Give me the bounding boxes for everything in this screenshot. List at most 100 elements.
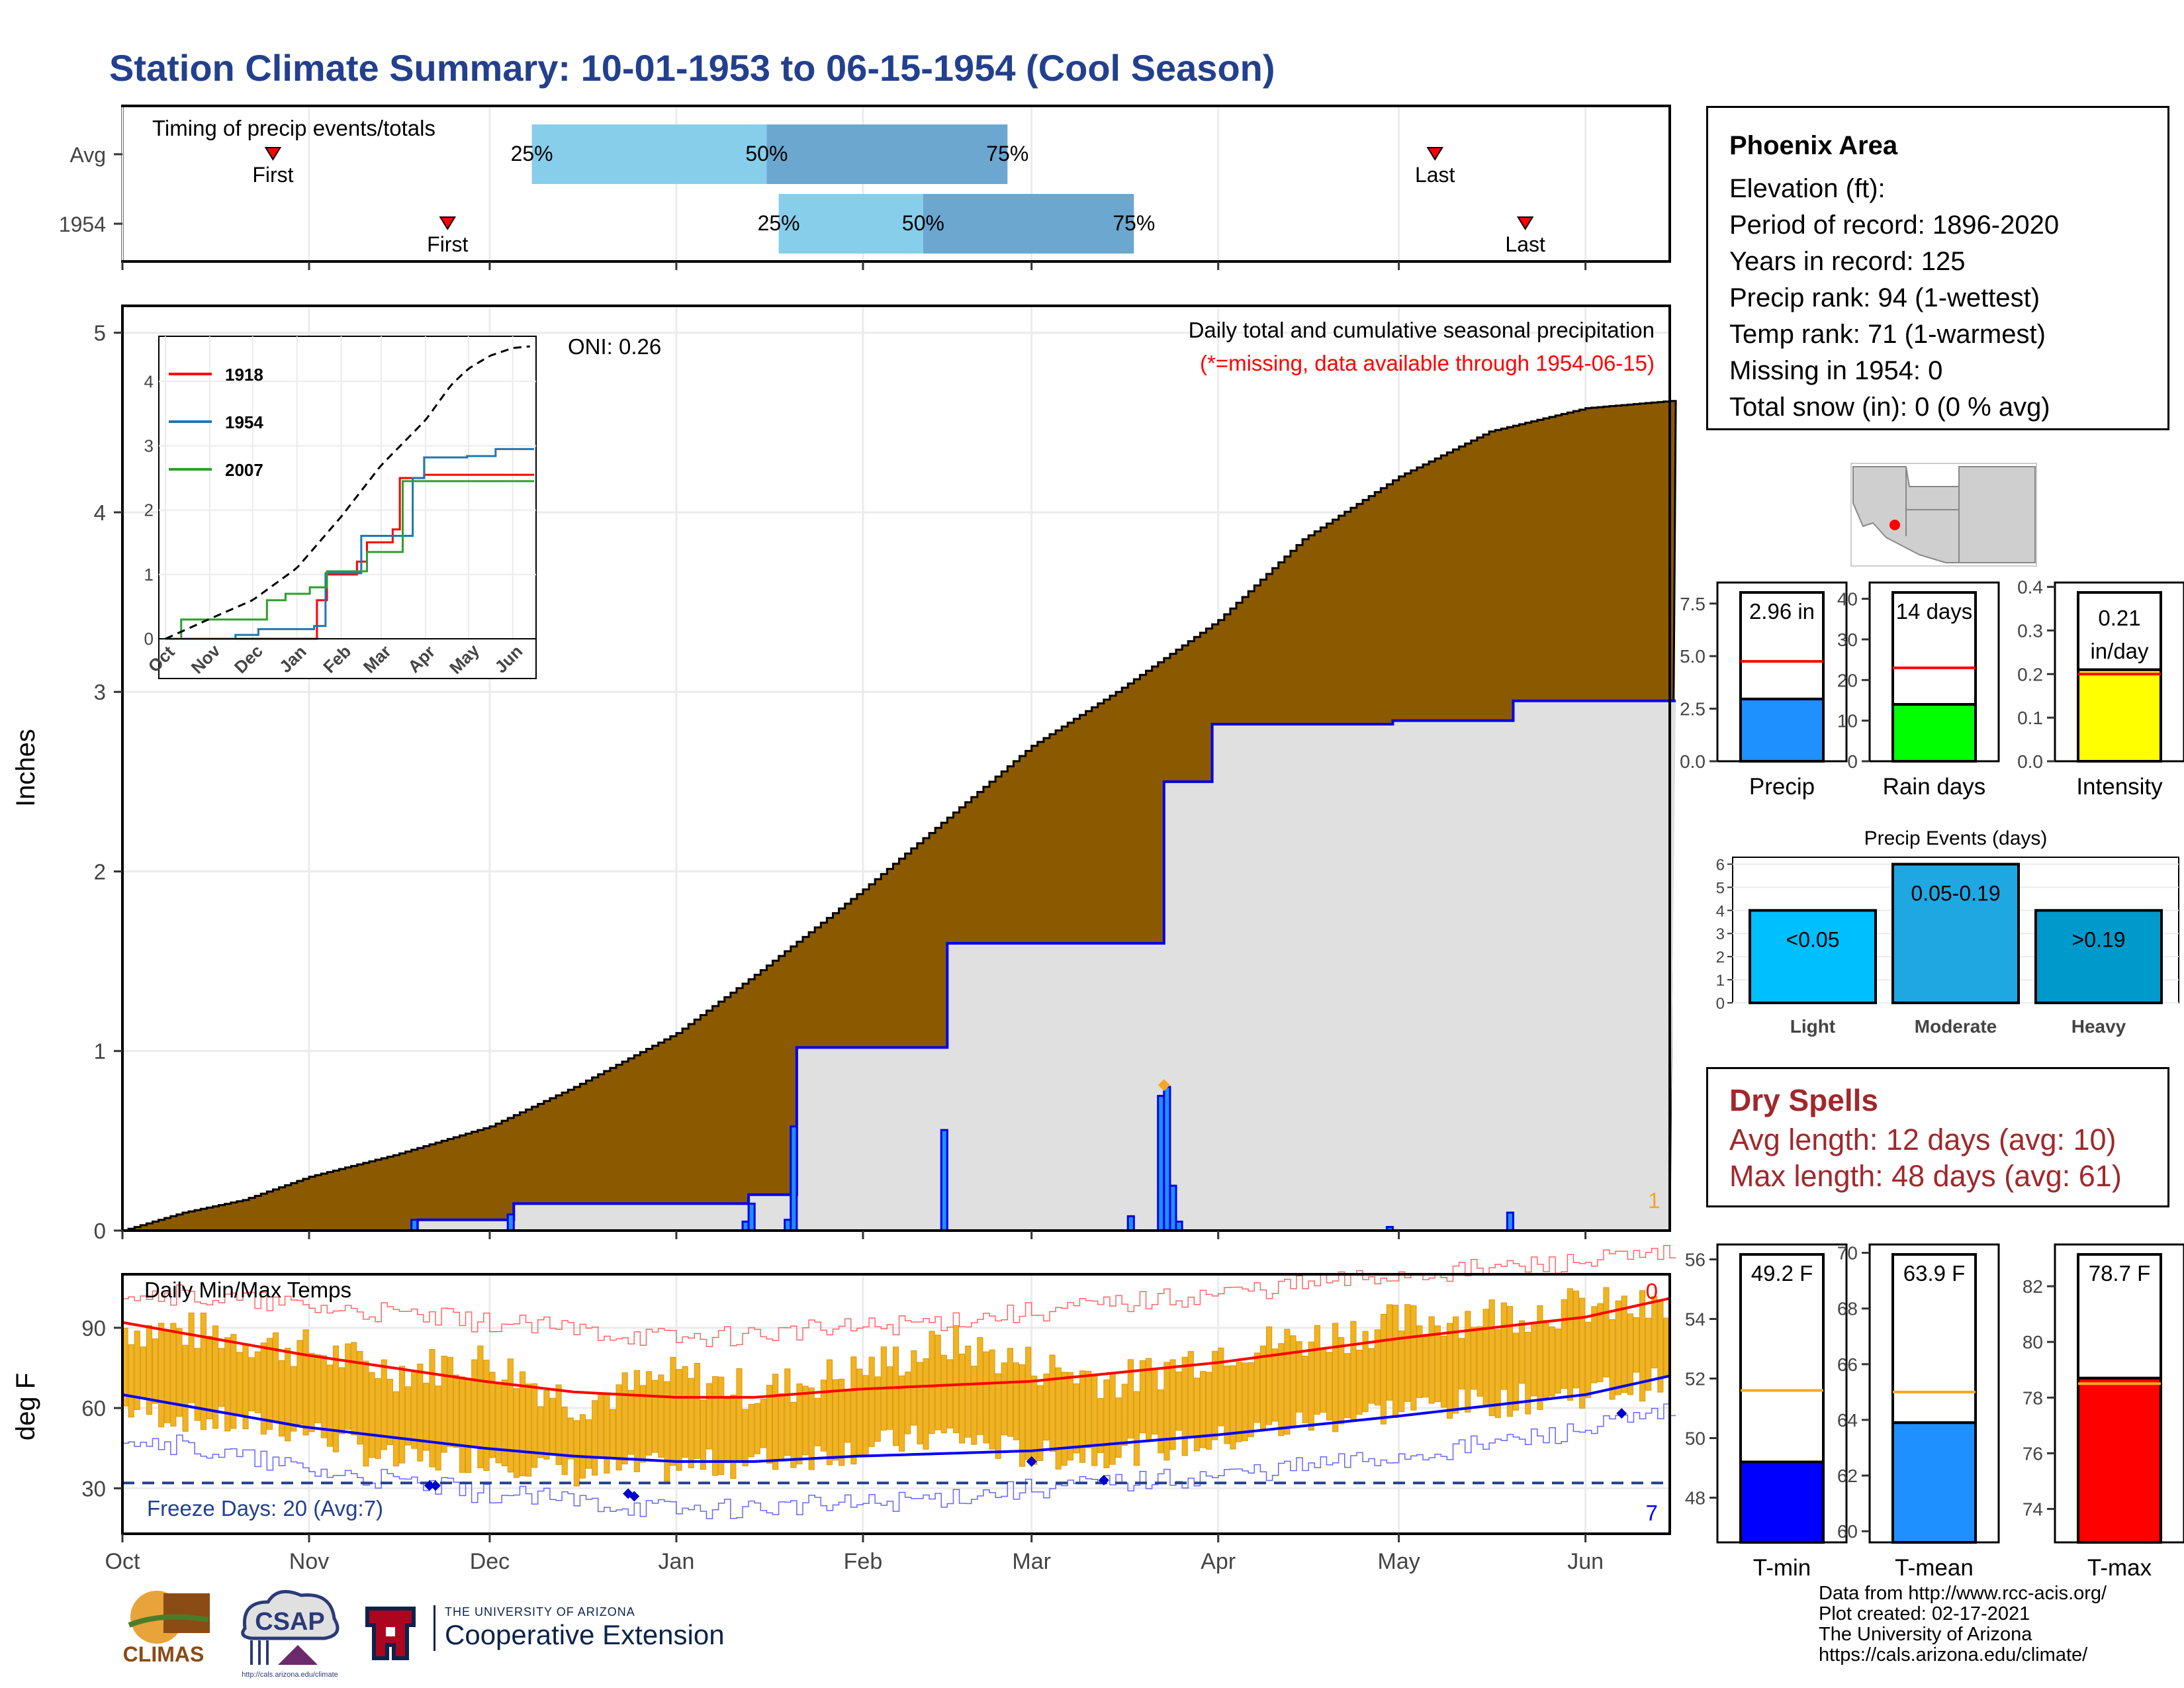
mini-bar-ytick: 78 [2023,1387,2043,1408]
max-precip-marker [1158,1079,1170,1092]
daily-temp-bar [1091,1376,1098,1466]
mini-bar-ytick: 76 [2023,1443,2043,1464]
daily-temp-bar [1477,1326,1483,1397]
daily-temp-bar [1663,1317,1670,1376]
daily-temp-bar [1193,1378,1201,1452]
credit-line: https://cals.arizona.edu/climate/ [1819,1644,2088,1665]
daily-temp-bar [1386,1304,1393,1401]
daily-temp-bar [694,1362,700,1459]
daily-temp-bar [1073,1383,1080,1454]
daily-temp-bar [1525,1331,1531,1415]
events-ytick: 3 [1716,925,1725,943]
daily-temp-bar [381,1359,387,1450]
daily-temp-bar [934,1335,941,1430]
mini-bar-ytick: 2.5 [1680,699,1706,720]
timing-bar-lower [531,124,767,184]
daily-temp-bar [1230,1365,1236,1450]
daily-temp-bar [507,1358,514,1473]
daily-precip-bar [1506,1211,1514,1232]
info-line: Years in record: 125 [1729,247,1966,276]
daily-temp-bar [760,1398,766,1448]
daily-temp-bar [1494,1329,1501,1419]
daily-temp-bar [1007,1348,1013,1437]
daily-precip-bar [940,1129,948,1232]
daily-temp-bar [905,1372,911,1434]
station-name: Phoenix Area [1729,131,1898,160]
daily-temp-bar [959,1353,966,1444]
daily-temp-bar [188,1312,195,1403]
daily-temp-bar [501,1380,508,1467]
daily-precip-bar [1175,1220,1183,1232]
mini-bar-ytick: 0 [1847,751,1858,772]
info-line: Total snow (in): 0 (0 % avg) [1729,393,2050,422]
mini-bar-chart-t-mean: 60 62 64 66 68 70 63.9 F T-mean [1837,1243,2000,1581]
mini-bar-ytick: 50 [1685,1429,1706,1449]
month-xtick: Apr [1201,1549,1236,1574]
p50-label: 50% [902,211,944,235]
daily-temp-bar [1218,1347,1224,1427]
daily-temp-bar [339,1367,345,1434]
daily-temp-bar [1139,1360,1146,1434]
daily-temp-bar [1031,1376,1038,1465]
csap-wordmark: CSAP [255,1608,325,1636]
daily-temp-bar [784,1368,791,1456]
daily-temp-bar [1115,1397,1122,1458]
inset-ytick: 3 [144,436,154,455]
daily-temp-bar [598,1394,604,1458]
station-marker [1889,520,1900,530]
daily-temp-bar [604,1393,610,1474]
daily-temp-bar [621,1372,628,1465]
daily-temp-bar [1374,1329,1381,1406]
daily-precip-bar [1126,1215,1135,1232]
daily-temp-bar [1549,1326,1555,1397]
precip-ytick: 0 [94,1219,106,1243]
month-xtick: Oct [105,1549,140,1574]
daily-temp-bar [417,1364,424,1462]
inset-series-line [165,480,535,640]
freeze-point [1026,1456,1037,1467]
mini-bar-value: 2.96 in [1749,599,1815,624]
mini-bar-chart-intensity: 0.0 0.1 0.2 0.3 0.4 0.21 in/day Intensity [2017,577,2184,800]
daily-temp-bar [1079,1370,1086,1463]
page-title: Station Climate Summary: 10-01-1953 to 0… [109,47,1275,89]
daily-temp-bar [700,1399,707,1470]
daily-temp-bar [1567,1288,1574,1401]
mini-bar-ytick: 80 [2023,1332,2043,1352]
daily-temp-bar [1603,1287,1610,1378]
daily-temp-bar [1500,1302,1507,1390]
daily-temp-bar [1284,1329,1291,1435]
timing-bar-lower [778,194,923,254]
daily-temp-bar [296,1340,303,1425]
daily-temp-bar [1422,1334,1429,1398]
mini-bar-ytick: 64 [1837,1410,1858,1430]
info-line: Elevation (ft): [1729,174,1886,203]
mini-bar [2077,668,2162,763]
daily-temp-bar [573,1420,580,1487]
daily-temp-bar [537,1406,544,1458]
daily-temp-bar [850,1356,857,1465]
daily-temp-bar [1368,1348,1375,1404]
daily-temp-bar [1350,1321,1357,1422]
daily-temp-bar [1356,1350,1363,1415]
daily-temp-bar [892,1346,899,1446]
daily-temp-bar [1332,1323,1339,1432]
daily-temp-bar [995,1373,1001,1459]
daily-temp-bar [1627,1313,1634,1395]
mini-bar-name: T-mean [1895,1555,1974,1581]
month-xtick: Feb [844,1549,883,1574]
daily-temp-bar [1362,1331,1369,1413]
season-cumulative-area [122,700,1676,1231]
daily-temp-bar [1127,1359,1134,1439]
daily-temp-bar [495,1383,502,1464]
first-marker-label: First [252,163,293,187]
mini-bar-ytick: 54 [1685,1309,1706,1330]
daily-temp-bar [1290,1335,1297,1428]
daily-temp-bar [405,1386,412,1446]
daily-temp-bar [531,1383,538,1468]
daily-temp-bar [254,1351,261,1413]
month-xtick: Mar [1012,1549,1051,1574]
p25-label: 25% [758,211,800,235]
credit-line: Plot created: 02-17-2021 [1819,1603,2030,1624]
daily-temp-bar [411,1370,418,1449]
